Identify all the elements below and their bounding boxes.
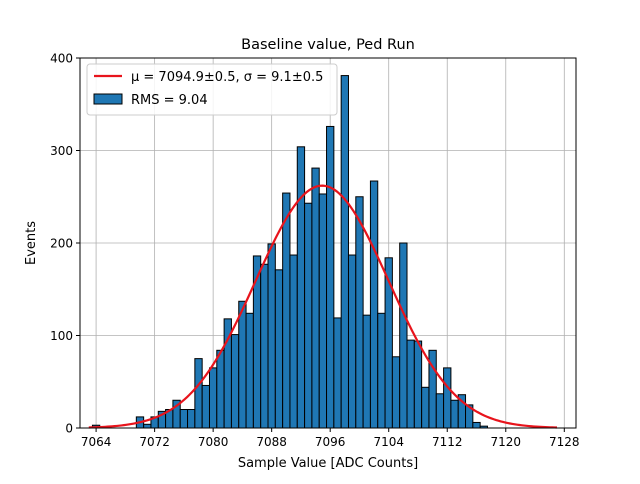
y-tick-label: 400: [50, 52, 73, 66]
histogram-bar: [391, 356, 401, 429]
histogram-bar: [413, 340, 423, 429]
histogram-bar: [201, 384, 210, 429]
y-axis-label: Events: [24, 221, 39, 265]
x-axis-label: Sample Value [ADC Counts]: [238, 456, 418, 471]
histogram-bar: [245, 312, 254, 429]
histogram-bar: [326, 125, 335, 429]
x-tick-label: 7104: [373, 435, 404, 449]
x-axis-ticks: 7064 7072 7080 7088 7096 7104 7112 7120 7128: [81, 428, 580, 449]
histogram-bar: [238, 300, 247, 429]
chart-title: Baseline value, Ped Run: [241, 37, 415, 53]
legend: μ = 7094.9±0.5, σ = 9.1±0.5 RMS = 9.04: [86, 63, 338, 116]
histogram-bar: [304, 202, 313, 429]
histogram-bar: [282, 192, 291, 429]
x-tick-label: 7064: [81, 435, 112, 449]
x-tick-label: 7096: [315, 435, 346, 449]
histogram-bar: [377, 312, 386, 429]
histogram-bar: [143, 423, 152, 429]
gaussian-fit-curve: [88, 184, 558, 429]
histogram-bar: [311, 167, 320, 429]
histogram-bar: [267, 243, 276, 429]
histogram-bar: [472, 421, 481, 429]
y-tick-label: 100: [50, 329, 73, 343]
x-tick-label: 7120: [490, 435, 521, 449]
histogram-bar: [289, 254, 298, 429]
x-tick-label: 7072: [139, 435, 170, 449]
histogram-bar: [406, 339, 415, 429]
histogram-bar: [187, 409, 196, 429]
histogram-bar: [296, 146, 306, 429]
legend-fit-label: μ = 7094.9±0.5, σ = 9.1±0.5: [131, 70, 323, 85]
histogram-bar: [450, 399, 459, 429]
histogram-bar: [194, 358, 203, 429]
x-tick-label: 7112: [432, 435, 463, 449]
histogram-bar: [216, 349, 225, 429]
x-tick-label: 7080: [198, 435, 229, 449]
y-tick-label: 300: [50, 144, 73, 158]
histogram-bar: [443, 367, 452, 429]
y-tick-label: 200: [50, 237, 73, 251]
x-tick-label: 7128: [549, 435, 580, 449]
y-axis-ticks: 0 100 200 300 400: [50, 52, 80, 436]
histogram-bar: [355, 196, 364, 429]
histogram-bar: [318, 193, 328, 429]
histogram-bar: [369, 180, 379, 429]
histogram-bar: [208, 367, 218, 429]
histogram-bar: [179, 409, 189, 429]
y-tick-label: 0: [65, 422, 73, 436]
histogram-bar: [362, 314, 371, 429]
legend-histogram-label: RMS = 9.04: [131, 93, 208, 108]
histogram-bar: [399, 242, 408, 429]
histogram-bar: [230, 334, 240, 429]
legend-box: [86, 63, 338, 116]
histogram-bar: [435, 393, 445, 429]
histogram-bar: [340, 75, 349, 429]
histogram-bar: [347, 254, 357, 429]
histogram-bar: [274, 269, 284, 429]
x-tick-label: 7088: [256, 435, 287, 449]
histogram-bar: [260, 263, 269, 429]
histogram-bar: [333, 317, 342, 429]
histogram-bar: [421, 386, 430, 429]
histogram-bars: [91, 75, 488, 429]
legend-histogram-swatch: [93, 93, 123, 105]
